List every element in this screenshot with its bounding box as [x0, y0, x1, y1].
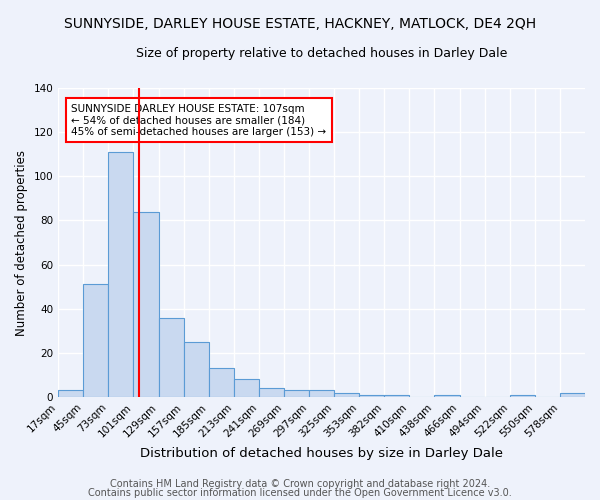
Bar: [58, 390, 83, 397]
Bar: [334, 392, 359, 397]
Bar: [133, 212, 158, 397]
Bar: [284, 390, 309, 397]
Bar: [434, 394, 460, 397]
Bar: [359, 394, 385, 397]
Bar: [259, 388, 284, 397]
Text: SUNNYSIDE DARLEY HOUSE ESTATE: 107sqm
← 54% of detached houses are smaller (184): SUNNYSIDE DARLEY HOUSE ESTATE: 107sqm ← …: [71, 104, 326, 136]
Bar: [560, 392, 585, 397]
Bar: [309, 390, 334, 397]
Bar: [234, 380, 259, 397]
Text: Contains HM Land Registry data © Crown copyright and database right 2024.: Contains HM Land Registry data © Crown c…: [110, 479, 490, 489]
X-axis label: Distribution of detached houses by size in Darley Dale: Distribution of detached houses by size …: [140, 447, 503, 460]
Y-axis label: Number of detached properties: Number of detached properties: [15, 150, 28, 336]
Title: Size of property relative to detached houses in Darley Dale: Size of property relative to detached ho…: [136, 48, 507, 60]
Bar: [109, 152, 133, 397]
Bar: [83, 284, 109, 397]
Text: Contains public sector information licensed under the Open Government Licence v3: Contains public sector information licen…: [88, 488, 512, 498]
Bar: [510, 394, 535, 397]
Text: SUNNYSIDE, DARLEY HOUSE ESTATE, HACKNEY, MATLOCK, DE4 2QH: SUNNYSIDE, DARLEY HOUSE ESTATE, HACKNEY,…: [64, 18, 536, 32]
Bar: [184, 342, 209, 397]
Bar: [158, 318, 184, 397]
Bar: [209, 368, 234, 397]
Bar: [385, 394, 409, 397]
